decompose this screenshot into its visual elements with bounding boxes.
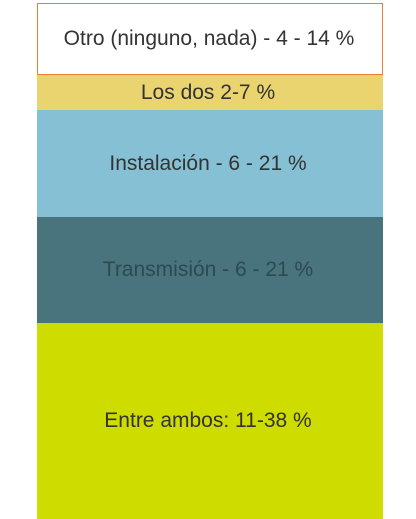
block-label: Entre ambos: 11-38 % xyxy=(104,409,312,432)
block-label: Otro (ninguno, nada) - 4 - 14 % xyxy=(63,27,355,50)
block-both: Los dos 2-7 % xyxy=(37,75,383,110)
block-label: Los dos 2-7 % xyxy=(140,80,276,104)
block-other: Otro (ninguno, nada) - 4 - 14 % xyxy=(37,3,383,75)
block-label: Instalación - 6 - 21 % xyxy=(109,151,307,175)
block-label: Transmisión - 6 - 21 % xyxy=(102,258,314,281)
block-between: Entre ambos: 11-38 % xyxy=(37,323,383,519)
block-installation: Instalación - 6 - 21 % xyxy=(37,110,383,217)
block-transmission: Transmisión - 6 - 21 % xyxy=(37,217,383,323)
